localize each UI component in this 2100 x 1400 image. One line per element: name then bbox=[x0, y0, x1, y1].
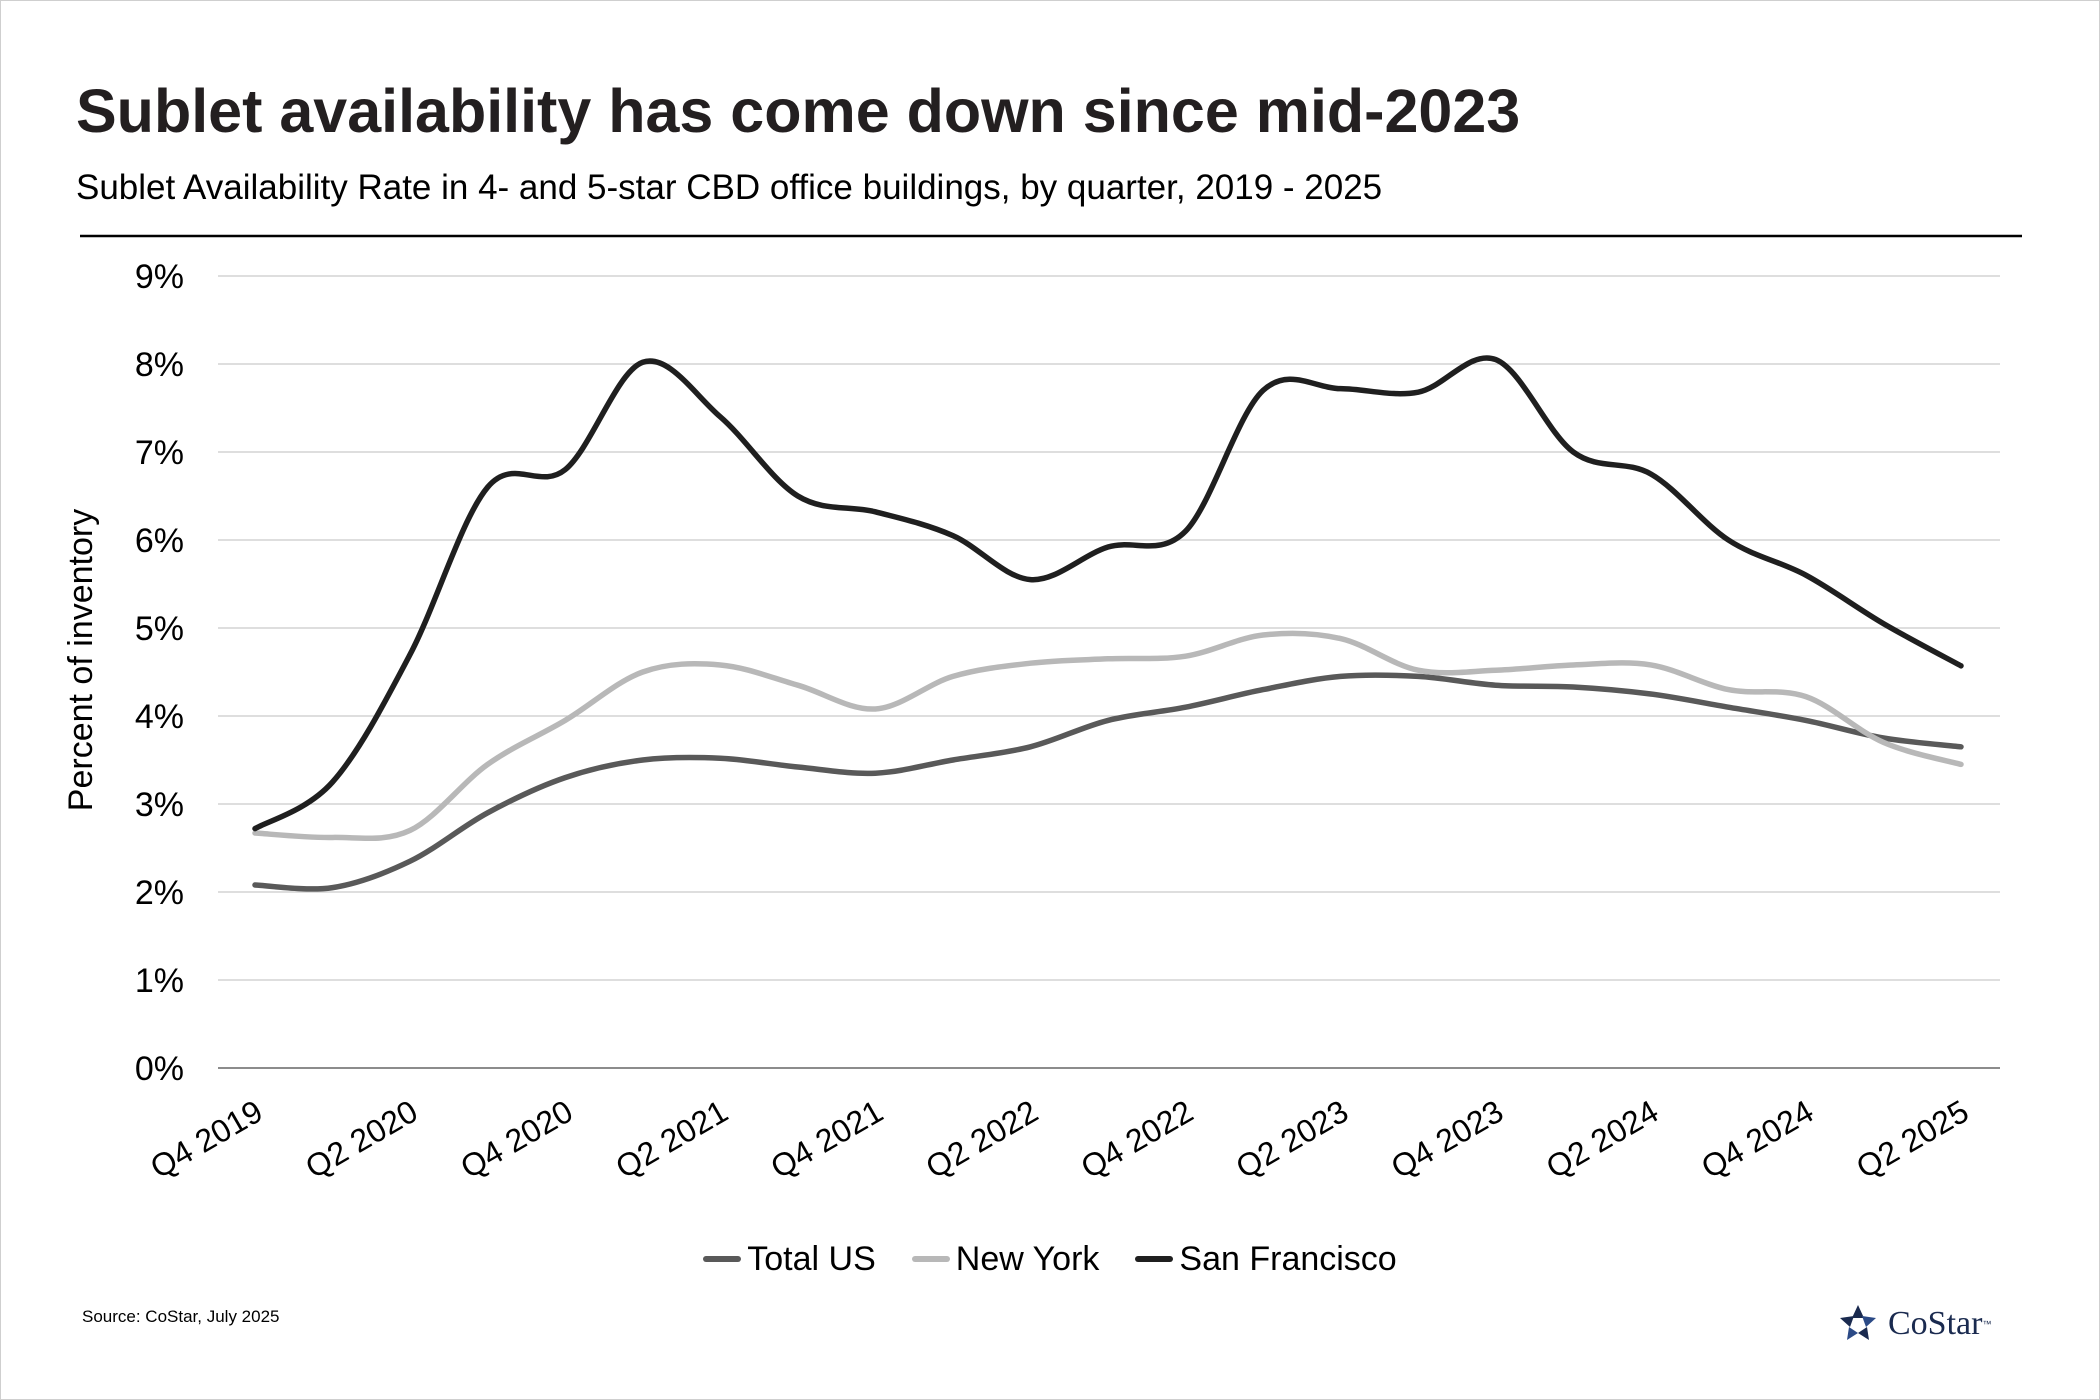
legend-swatch bbox=[703, 1256, 742, 1262]
chart-title: Sublet availability has come down since … bbox=[76, 77, 1521, 145]
x-tick-label: Q2 2021 bbox=[609, 1093, 733, 1186]
legend-swatch bbox=[911, 1256, 950, 1262]
legend-label: New York bbox=[955, 1239, 1100, 1278]
series-line-san-francisco bbox=[252, 355, 1964, 832]
x-tick-label: Q2 2024 bbox=[1540, 1093, 1664, 1186]
legend-swatch bbox=[1135, 1256, 1174, 1262]
legend-item-san-francisco: San Francisco bbox=[1135, 1239, 1397, 1279]
costar-star-icon bbox=[1840, 1305, 1876, 1340]
source-note: Source: CoStar, July 2025 bbox=[82, 1307, 280, 1326]
y-tick-label: 3% bbox=[135, 786, 184, 824]
y-tick-label: 2% bbox=[135, 874, 184, 912]
legend-label: Total US bbox=[747, 1239, 876, 1278]
series-line-total-us bbox=[252, 672, 1964, 892]
y-axis-label: Percent of inventory bbox=[62, 509, 100, 811]
legend-item-new-york: New York bbox=[911, 1239, 1100, 1279]
x-tick-label: Q4 2022 bbox=[1075, 1093, 1199, 1186]
y-tick-label: 0% bbox=[135, 1050, 184, 1088]
y-tick-label: 9% bbox=[135, 258, 184, 296]
y-tick-label: 4% bbox=[135, 698, 184, 736]
x-tick-label: Q4 2020 bbox=[454, 1093, 578, 1186]
x-tick-label: Q4 2024 bbox=[1695, 1093, 1819, 1186]
logo-trademark: ™ bbox=[1982, 1319, 1992, 1329]
series-line-new-york bbox=[252, 630, 1964, 842]
logo-wordmark: CoStar bbox=[1888, 1305, 1983, 1342]
x-tick-label: Q2 2022 bbox=[920, 1093, 1044, 1186]
chart-subtitle: Sublet Availability Rate in 4- and 5-sta… bbox=[76, 168, 1383, 207]
y-tick-label: 5% bbox=[135, 610, 184, 648]
y-tick-label: 6% bbox=[135, 522, 184, 560]
x-tick-label: Q2 2025 bbox=[1850, 1093, 1974, 1186]
y-tick-label: 7% bbox=[135, 434, 184, 472]
x-tick-label: Q4 2021 bbox=[765, 1093, 889, 1186]
x-tick-label: Q4 2023 bbox=[1385, 1093, 1509, 1186]
x-tick-label: Q4 2019 bbox=[144, 1093, 268, 1186]
y-tick-label: 8% bbox=[135, 346, 184, 384]
x-tick-label: Q2 2023 bbox=[1230, 1093, 1354, 1186]
legend: Total US New York San Francisco bbox=[0, 1237, 2100, 1281]
legend-label: San Francisco bbox=[1179, 1239, 1397, 1278]
x-tick-label: Q2 2020 bbox=[299, 1093, 423, 1186]
costar-logo: CoStar ™ bbox=[1836, 1302, 1991, 1346]
legend-item-total-us: Total US bbox=[703, 1240, 876, 1279]
y-tick-label: 1% bbox=[135, 962, 184, 1000]
